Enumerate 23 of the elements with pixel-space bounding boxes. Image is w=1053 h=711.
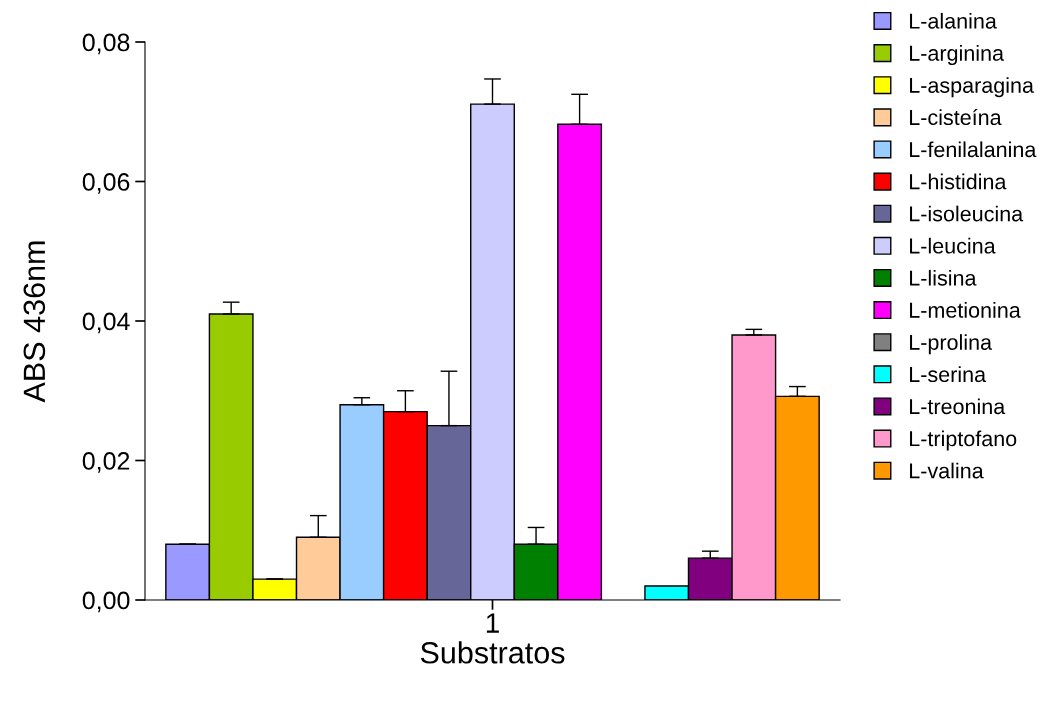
y-tick-label: 0,04 xyxy=(82,312,130,334)
legend-label: L-isoleucina xyxy=(910,205,1024,222)
y-tick-label: 0,02 xyxy=(82,452,130,473)
legend-label: L-metionina xyxy=(910,302,1021,318)
legend-label: L-triptofano xyxy=(910,430,1017,451)
legend-label: L-leucina xyxy=(910,237,996,254)
y-tick-label: 0,08 xyxy=(82,33,130,55)
legend-label: L-cisteína xyxy=(910,109,1002,126)
legend-label: L-serina xyxy=(910,366,987,383)
x-axis-title: Substratos xyxy=(420,641,565,664)
y-tick-label: 0,06 xyxy=(82,173,130,194)
x-tick-label: 1 xyxy=(486,613,499,633)
legend-label: L-lisina xyxy=(910,269,977,286)
y-tick-label: 0,00 xyxy=(82,591,130,613)
legend-label: L-fenilalanina xyxy=(910,141,1037,158)
legend-label: L-asparagina xyxy=(910,77,1034,98)
legend-label: L-alanina xyxy=(910,12,997,29)
legend-label: L-valina xyxy=(910,462,984,479)
legend-label: L-prolina xyxy=(910,334,993,355)
legend-label: L-treonina xyxy=(910,398,1006,415)
legend-label: L-histidina xyxy=(910,173,1007,190)
legend-label: L-arginina xyxy=(910,45,1005,66)
y-axis-title: ABS 436nm xyxy=(23,241,46,403)
